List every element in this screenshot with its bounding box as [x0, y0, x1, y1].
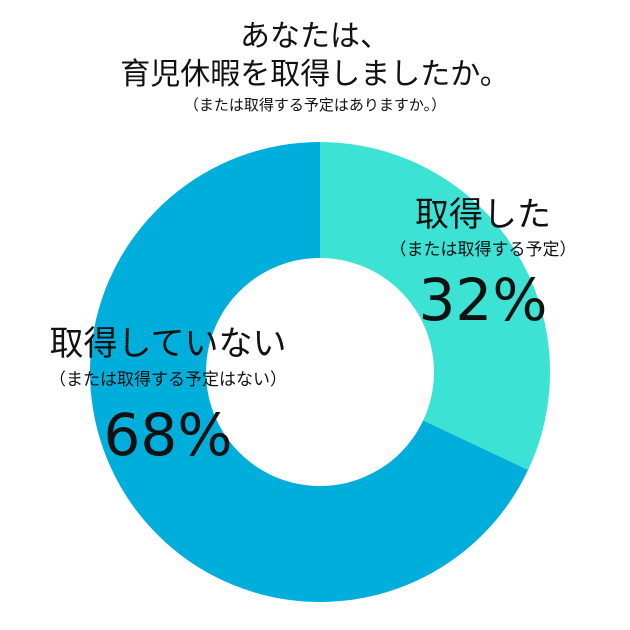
slice-percent-not-taken: 68%	[104, 401, 233, 469]
chart-title-line-2: 育児休暇を取得しましたか。	[120, 57, 510, 92]
chart-subtitle: （または取得する予定はありますか。）	[183, 96, 447, 114]
chart-title-line-1: あなたは、	[240, 19, 390, 54]
donut-slice-taken	[320, 142, 550, 470]
donut-slice-not-taken	[89, 142, 529, 602]
slice-label-not-taken: 取得していない	[50, 324, 287, 364]
slice-percent-taken: 32%	[419, 266, 548, 334]
chart-title-block: あなたは、 育児休暇を取得しましたか。 （または取得する予定はありますか。）	[0, 18, 630, 116]
slice-label-taken: 取得した	[415, 195, 551, 235]
slice-sublabel-not-taken: （または取得する予定はない）	[49, 370, 287, 390]
slice-sublabel-taken: （または取得する予定）	[390, 240, 577, 260]
